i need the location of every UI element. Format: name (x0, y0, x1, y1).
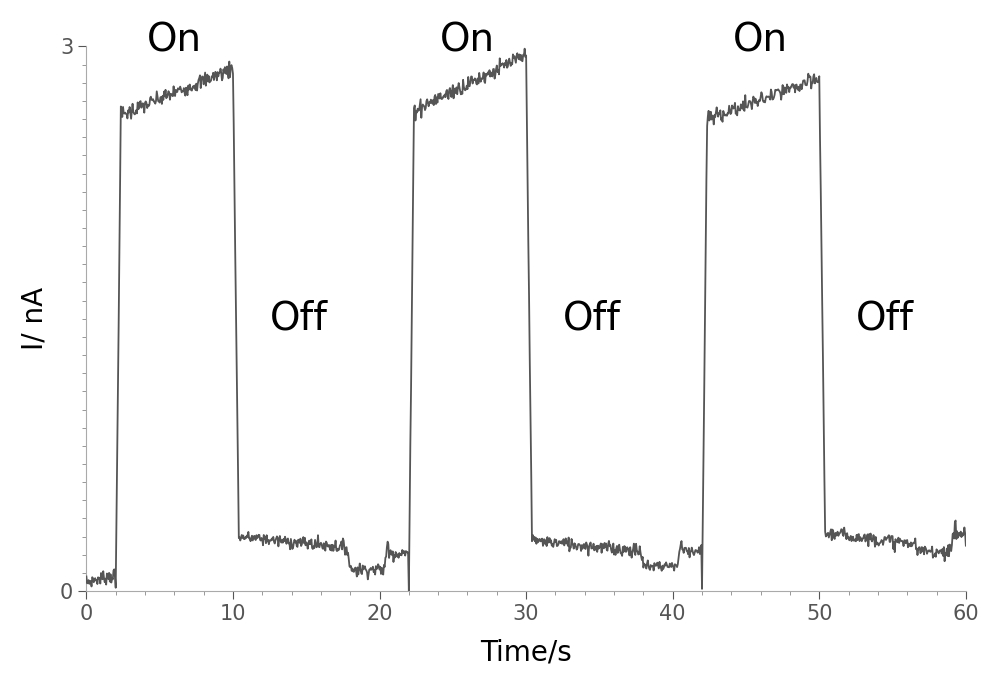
Text: On: On (440, 21, 495, 59)
Text: Off: Off (563, 300, 621, 338)
Text: On: On (733, 21, 788, 59)
Text: Off: Off (270, 300, 328, 338)
Y-axis label: I/ nA: I/ nA (21, 287, 49, 350)
X-axis label: Time/s: Time/s (480, 638, 572, 666)
Text: Off: Off (856, 300, 914, 338)
Text: On: On (147, 21, 202, 59)
